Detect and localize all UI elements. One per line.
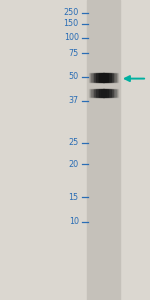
Text: 100: 100 — [64, 33, 79, 42]
Bar — [95, 89, 96, 97]
Bar — [87, 0, 120, 300]
Text: 20: 20 — [69, 160, 79, 169]
Bar — [108, 73, 109, 82]
Bar — [96, 89, 97, 97]
Bar — [96, 73, 97, 82]
Bar — [102, 89, 103, 97]
Bar — [113, 73, 114, 82]
Bar — [91, 89, 92, 97]
Bar — [95, 73, 96, 82]
Text: 150: 150 — [64, 20, 79, 28]
Bar — [111, 89, 112, 97]
Bar — [89, 89, 90, 97]
Bar — [107, 73, 108, 82]
Text: 250: 250 — [63, 8, 79, 17]
Bar — [105, 73, 106, 82]
Bar — [100, 89, 101, 97]
Bar — [97, 73, 98, 82]
Bar — [93, 73, 94, 82]
Bar — [90, 89, 91, 97]
Text: 37: 37 — [69, 96, 79, 105]
Bar — [114, 89, 115, 97]
Bar — [109, 73, 110, 82]
Bar — [114, 73, 115, 82]
Text: 10: 10 — [69, 218, 79, 226]
Bar — [105, 89, 106, 97]
Text: 50: 50 — [69, 72, 79, 81]
Bar — [116, 89, 117, 97]
Bar — [107, 89, 108, 97]
Bar — [103, 73, 104, 82]
Bar — [112, 73, 113, 82]
Bar — [99, 73, 100, 82]
Bar — [101, 73, 102, 82]
Bar — [106, 89, 107, 97]
Bar — [92, 73, 93, 82]
Bar — [116, 73, 117, 82]
Bar — [93, 89, 94, 97]
Bar — [104, 73, 105, 82]
Bar — [101, 89, 102, 97]
Bar — [99, 89, 100, 97]
Bar — [89, 73, 90, 82]
Bar — [110, 73, 111, 82]
Bar — [111, 73, 112, 82]
Text: 25: 25 — [69, 138, 79, 147]
Bar — [110, 89, 111, 97]
Bar — [94, 89, 95, 97]
Text: 75: 75 — [69, 49, 79, 58]
Bar — [113, 89, 114, 97]
Bar — [103, 89, 104, 97]
Bar — [94, 73, 95, 82]
Bar — [103, 89, 104, 97]
Bar — [104, 89, 105, 97]
Bar — [106, 73, 107, 82]
Bar — [112, 89, 113, 97]
Bar — [109, 89, 110, 97]
Bar — [115, 89, 116, 97]
Bar — [102, 73, 103, 82]
Bar — [117, 73, 118, 82]
Text: 15: 15 — [69, 193, 79, 202]
Bar — [100, 73, 101, 82]
Bar — [103, 73, 104, 82]
Bar — [97, 89, 98, 97]
Bar — [117, 89, 118, 97]
Bar — [92, 89, 93, 97]
Bar — [98, 73, 99, 82]
Bar — [90, 73, 91, 82]
Bar — [108, 89, 109, 97]
Bar — [91, 73, 92, 82]
Bar — [115, 73, 116, 82]
Bar — [98, 89, 99, 97]
